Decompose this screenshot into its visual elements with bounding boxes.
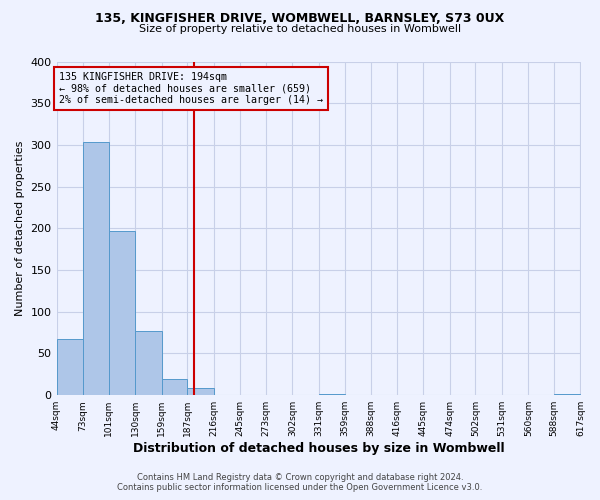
Bar: [554, 394, 580, 395]
Y-axis label: Number of detached properties: Number of detached properties: [15, 140, 25, 316]
X-axis label: Distribution of detached houses by size in Wombwell: Distribution of detached houses by size …: [133, 442, 505, 455]
Bar: [56, 340, 83, 395]
Bar: [83, 142, 109, 395]
Text: Size of property relative to detached houses in Wombwell: Size of property relative to detached ho…: [139, 24, 461, 34]
Bar: [135, 331, 161, 395]
Bar: [187, 388, 214, 395]
Bar: [109, 231, 135, 395]
Text: Contains HM Land Registry data © Crown copyright and database right 2024.
Contai: Contains HM Land Registry data © Crown c…: [118, 473, 482, 492]
Bar: [161, 378, 187, 395]
Text: 135, KINGFISHER DRIVE, WOMBWELL, BARNSLEY, S73 0UX: 135, KINGFISHER DRIVE, WOMBWELL, BARNSLE…: [95, 12, 505, 26]
Bar: [319, 394, 344, 395]
Text: 135 KINGFISHER DRIVE: 194sqm
← 98% of detached houses are smaller (659)
2% of se: 135 KINGFISHER DRIVE: 194sqm ← 98% of de…: [59, 72, 323, 104]
